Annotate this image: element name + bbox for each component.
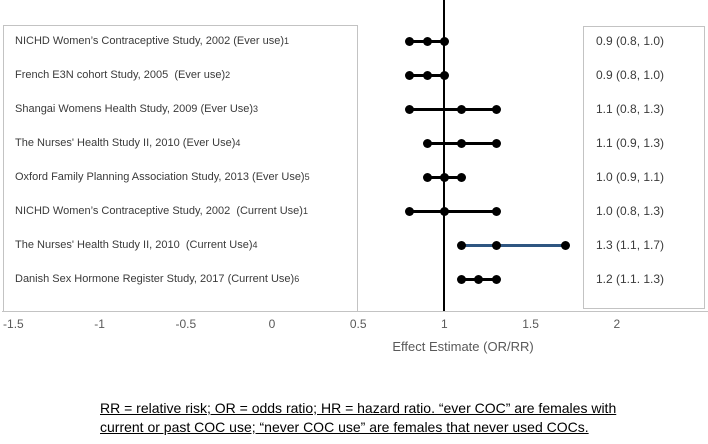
- study-ref-number: 5: [304, 172, 310, 182]
- ci-line: [461, 243, 566, 247]
- study-ref-number: 4: [252, 240, 258, 250]
- point-marker: [405, 70, 415, 80]
- study-label-text: NICHD Women’s Contraceptive Study, 2002 …: [15, 35, 285, 47]
- x-tick-label: -1.5: [3, 317, 24, 331]
- point-marker: [422, 138, 432, 148]
- point-marker: [422, 172, 432, 182]
- study-label-text: NICHD Women’s Contraceptive Study, 2002 …: [15, 205, 303, 217]
- x-axis-title: Effect Estimate (OR/RR): [392, 339, 534, 354]
- point-marker: [491, 274, 501, 284]
- study-label: NICHD Women’s Contraceptive Study, 2002 …: [15, 35, 289, 47]
- estimate-value: 1.3 (1.1, 1.7): [596, 238, 665, 252]
- caption: RR = relative risk; OR = odds ratio; HR …: [100, 399, 680, 437]
- point-marker: [405, 206, 415, 216]
- estimate-value: 1.1 (0.9, 1.3): [596, 136, 665, 150]
- reference-line: [443, 0, 445, 312]
- study-label: The Nurses' Health Study II, 2010 (Ever …: [15, 137, 240, 149]
- x-tick-label: 0: [268, 317, 276, 331]
- point-marker: [405, 104, 415, 114]
- estimate-value: 1.0 (0.9, 1.1): [596, 170, 665, 184]
- study-ref-number: 2: [225, 70, 231, 80]
- point-marker: [491, 104, 501, 114]
- study-label-text: Oxford Family Planning Association Study…: [15, 171, 305, 183]
- study-label: The Nurses' Health Study II, 2010 (Curre…: [15, 239, 258, 251]
- point-marker: [457, 104, 467, 114]
- study-label-text: Shangai Womens Health Study, 2009 (Ever …: [15, 103, 254, 115]
- study-label: Shangai Womens Health Study, 2009 (Ever …: [15, 103, 258, 115]
- x-tick-label: 1: [441, 317, 448, 331]
- point-marker: [439, 172, 449, 182]
- study-label-text: Danish Sex Hormone Register Study, 2017 …: [15, 273, 295, 285]
- study-label: French E3N cohort Study, 2005 (Ever use)…: [15, 69, 230, 81]
- estimate-value: 0.9 (0.8, 1.0): [596, 68, 665, 82]
- study-label-text: The Nurses' Health Study II, 2010 (Ever …: [15, 137, 236, 149]
- estimate-value: 0.9 (0.8, 1.0): [596, 34, 665, 48]
- x-tick-label: 1.5: [522, 317, 539, 331]
- point-marker: [405, 36, 415, 46]
- point-marker: [439, 36, 449, 46]
- x-tick-label: 2: [613, 317, 621, 331]
- estimate-value: 1.1 (0.8, 1.3): [596, 102, 665, 116]
- study-ref-number: 1: [284, 36, 290, 46]
- study-ref-number: 4: [235, 138, 241, 148]
- study-ref-number: 3: [253, 104, 259, 114]
- study-label-text: French E3N cohort Study, 2005 (Ever use): [15, 69, 226, 81]
- study-label: Danish Sex Hormone Register Study, 2017 …: [15, 273, 299, 285]
- study-ref-number: 1: [302, 206, 308, 216]
- x-tick-label: 0.5: [349, 317, 367, 331]
- point-marker: [457, 172, 467, 182]
- study-label-text: The Nurses' Health Study II, 2010 (Curre…: [15, 239, 253, 251]
- point-marker: [491, 240, 501, 250]
- point-marker: [457, 274, 467, 284]
- estimate-value: 1.0 (0.8, 1.3): [596, 204, 665, 218]
- point-marker: [422, 70, 432, 80]
- point-marker: [457, 138, 467, 148]
- point-marker: [491, 138, 501, 148]
- x-tick-label: -1: [94, 317, 105, 331]
- ci-line: [409, 107, 497, 111]
- point-marker: [439, 70, 449, 80]
- estimate-value: 1.2 (1.1. 1.3): [596, 272, 665, 286]
- point-marker: [560, 240, 570, 250]
- point-marker: [474, 274, 484, 284]
- study-label: NICHD Women’s Contraceptive Study, 2002 …: [15, 205, 308, 217]
- caption-line-1: RR = relative risk; OR = odds ratio; HR …: [100, 400, 617, 416]
- point-marker: [439, 206, 449, 216]
- x-tick-label: -0.5: [175, 317, 197, 331]
- study-ref-number: 6: [294, 274, 300, 284]
- study-labels-box: [3, 25, 358, 312]
- point-marker: [491, 206, 501, 216]
- point-marker: [457, 240, 467, 250]
- estimates-box: [583, 26, 705, 309]
- ci-line: [409, 209, 497, 213]
- caption-line-2: current or past COC use; “never COC use”…: [100, 419, 589, 435]
- study-label: Oxford Family Planning Association Study…: [15, 171, 310, 183]
- point-marker: [422, 36, 432, 46]
